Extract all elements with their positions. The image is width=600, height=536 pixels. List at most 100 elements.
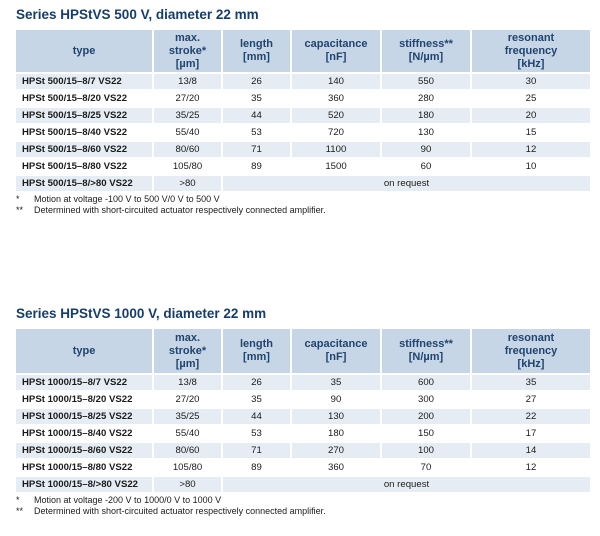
header-length-line: length xyxy=(240,38,273,50)
header-type: type xyxy=(16,329,152,373)
cell-stroke: 80/60 xyxy=(154,142,221,157)
header-capacitance-line: capacitance xyxy=(304,338,368,350)
header-length: length [mm] xyxy=(223,329,290,373)
cell-type: HPSt 500/15–8/>80 VS22 xyxy=(16,176,152,191)
table-row: HPSt 500/15–8/7 VS22 13/8 26 140 550 30 xyxy=(16,74,590,89)
cell-frequency: 14 xyxy=(472,443,590,458)
series-1000v-section: Series HPStVS 1000 V, diameter 22 mm type… xyxy=(14,305,590,517)
cell-on-request: on request xyxy=(223,477,590,492)
spec-table-body: HPSt 500/15–8/7 VS22 13/8 26 140 550 30 HPSt 5… xyxy=(16,74,590,191)
footnote-mark: ** xyxy=(16,205,24,215)
cell-stroke: 105/80 xyxy=(154,159,221,174)
header-stiffness-line: [N/µm] xyxy=(408,351,444,363)
cell-stiffness: 180 xyxy=(382,108,470,123)
cell-stroke: 27/20 xyxy=(154,91,221,106)
footnote-mark: ** xyxy=(16,506,24,516)
cell-capacitance: 1100 xyxy=(292,142,380,157)
header-frequency-line: frequency xyxy=(504,44,558,57)
cell-frequency: 17 xyxy=(472,426,590,441)
cell-stiffness: 60 xyxy=(382,159,470,174)
series-title: Series HPStVS 1000 V, diameter 22 mm xyxy=(16,306,267,321)
cell-capacitance: 130 xyxy=(292,409,380,424)
header-stroke-line: stroke* xyxy=(168,44,207,57)
header-capacitance-line: capacitance xyxy=(304,38,368,50)
header-stroke-line: [µm] xyxy=(175,57,200,70)
cell-stiffness: 300 xyxy=(382,392,470,407)
header-stroke-line: [µm] xyxy=(175,357,200,370)
cell-stroke: 13/8 xyxy=(154,375,221,390)
cell-frequency: 30 xyxy=(472,74,590,89)
spec-table: type max. stroke* [µm] length [mm] capacitance… xyxy=(14,327,592,494)
header-frequency-line: [kHz] xyxy=(517,57,545,70)
table-row: HPSt 1000/15–8/60 VS22 80/60 71 270 100 14 xyxy=(16,443,590,458)
cell-capacitance: 90 xyxy=(292,392,380,407)
cell-stiffness: 600 xyxy=(382,375,470,390)
header-stiffness-line: stiffness** xyxy=(399,38,453,50)
header-stroke: max. stroke* [µm] xyxy=(154,30,221,72)
cell-stiffness: 200 xyxy=(382,409,470,424)
table-row: HPSt 500/15–8/40 VS22 55/40 53 720 130 15 xyxy=(16,125,590,140)
cell-stroke: 27/20 xyxy=(154,392,221,407)
cell-type: HPSt 1000/15–8/40 VS22 xyxy=(16,426,152,441)
cell-type: HPSt 1000/15–8/>80 VS22 xyxy=(16,477,152,492)
cell-type: HPSt 500/15–8/40 VS22 xyxy=(16,125,152,140)
cell-capacitance: 360 xyxy=(292,91,380,106)
cell-type: HPSt 500/15–8/25 VS22 xyxy=(16,108,152,123)
footnote: ** Determined with short-circuited actuat… xyxy=(14,205,586,216)
cell-stroke: 35/25 xyxy=(154,108,221,123)
cell-stiffness: 150 xyxy=(382,426,470,441)
header-frequency: resonant frequency [kHz] xyxy=(472,30,590,72)
header-stroke-line: stroke* xyxy=(168,344,207,357)
cell-length: 35 xyxy=(223,392,290,407)
header-stroke-line: max. xyxy=(174,331,201,344)
table-row: HPSt 500/15–8/80 VS22 105/80 89 1500 60 10 xyxy=(16,159,590,174)
cell-length: 71 xyxy=(223,443,290,458)
cell-stroke: 55/40 xyxy=(154,125,221,140)
header-capacitance-line: [nF] xyxy=(325,351,347,363)
footnote-text: Motion at voltage -200 V to 1000/0 V to … xyxy=(34,495,222,505)
cell-type: HPSt 1000/15–8/25 VS22 xyxy=(16,409,152,424)
header-frequency: resonant frequency [kHz] xyxy=(472,329,590,373)
series-title: Series HPStVS 500 V, diameter 22 mm xyxy=(16,7,259,22)
cell-stroke: 105/80 xyxy=(154,460,221,475)
cell-type: HPSt 1000/15–8/20 VS22 xyxy=(16,392,152,407)
cell-frequency: 10 xyxy=(472,159,590,174)
cell-stiffness: 130 xyxy=(382,125,470,140)
cell-length: 35 xyxy=(223,91,290,106)
header-capacitance-line: [nF] xyxy=(325,51,347,63)
cell-stroke: >80 xyxy=(154,176,221,191)
cell-capacitance: 520 xyxy=(292,108,380,123)
header-frequency-line: resonant xyxy=(507,331,555,344)
cell-frequency: 12 xyxy=(472,142,590,157)
footnote-text: Determined with short-circuited actuator… xyxy=(34,205,326,215)
header-length-line: [mm] xyxy=(243,351,270,363)
cell-type: HPSt 1000/15–8/7 VS22 xyxy=(16,375,152,390)
footnote-mark: * xyxy=(16,194,20,204)
cell-length: 44 xyxy=(223,108,290,123)
cell-type: HPSt 1000/15–8/80 VS22 xyxy=(16,460,152,475)
header-row: type max. stroke* [µm] length [mm] capacitance… xyxy=(16,30,590,72)
footnotes: * Motion at voltage -200 V to 1000/0 V to… xyxy=(14,495,586,517)
spec-table: type max. stroke* [µm] length [mm] capacitance… xyxy=(14,28,592,193)
footnote: ** Determined with short-circuited actuat… xyxy=(14,506,586,517)
cell-frequency: 25 xyxy=(472,91,590,106)
cell-capacitance: 1500 xyxy=(292,159,380,174)
cell-stroke: 55/40 xyxy=(154,426,221,441)
cell-type: HPSt 500/15–8/60 VS22 xyxy=(16,142,152,157)
cell-type: HPSt 500/15–8/20 VS22 xyxy=(16,91,152,106)
header-type: type xyxy=(16,30,152,72)
header-stiffness: stiffness** [N/µm] xyxy=(382,329,470,373)
header-type-line: type xyxy=(72,44,96,57)
cell-stiffness: 70 xyxy=(382,460,470,475)
table-row: HPSt 1000/15–8/80 VS22 105/80 89 360 70 12 xyxy=(16,460,590,475)
cell-frequency: 12 xyxy=(472,460,590,475)
cell-length: 53 xyxy=(223,125,290,140)
header-frequency-line: frequency xyxy=(504,344,558,357)
footnote-text: Determined with short-circuited actuator… xyxy=(34,506,326,516)
header-length-line: [mm] xyxy=(243,51,270,63)
table-row-on-request: HPSt 500/15–8/>80 VS22 >80 on request xyxy=(16,176,590,191)
cell-frequency: 15 xyxy=(472,125,590,140)
cell-type: HPSt 1000/15–8/60 VS22 xyxy=(16,443,152,458)
cell-frequency: 22 xyxy=(472,409,590,424)
header-stroke-line: max. xyxy=(174,31,201,44)
